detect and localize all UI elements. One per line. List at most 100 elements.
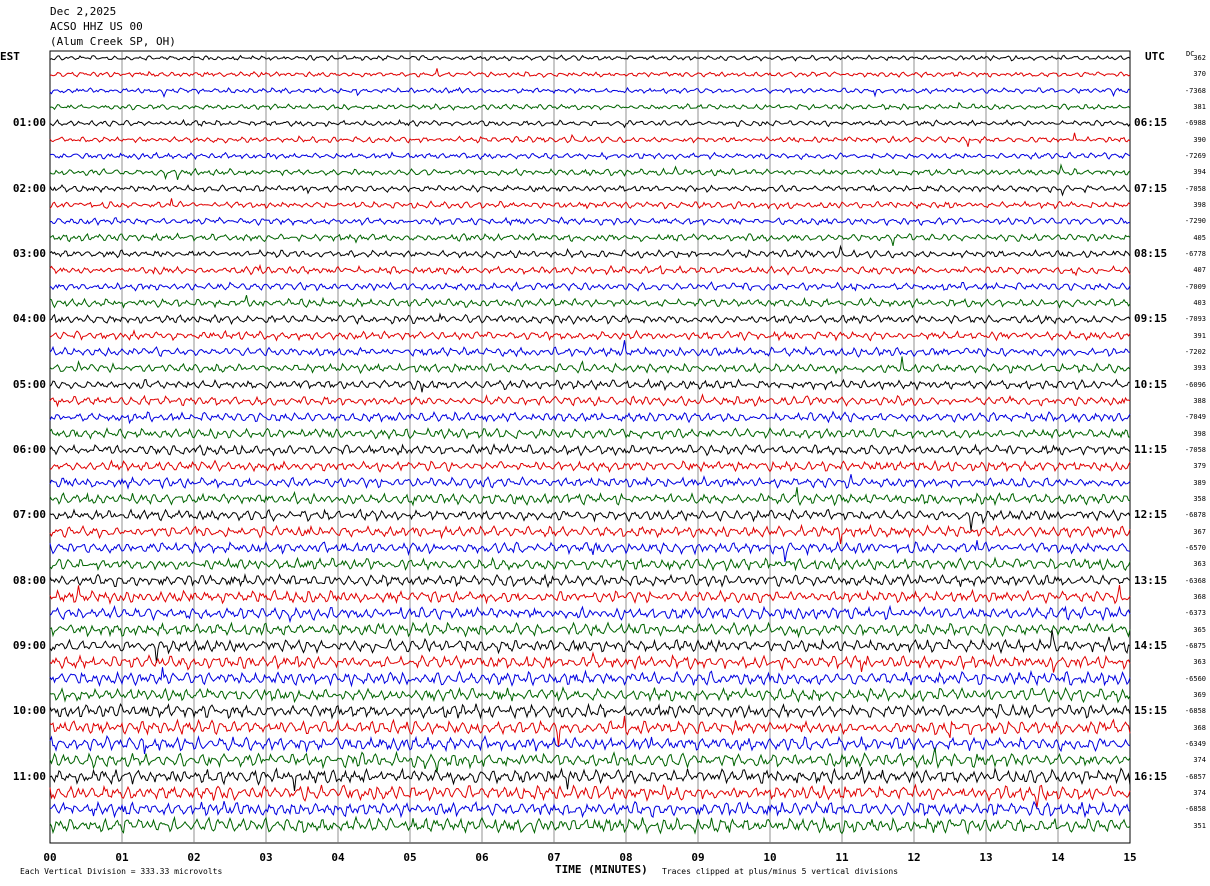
dc-value: 381 — [1193, 102, 1206, 111]
x-tick-label: 06 — [475, 851, 489, 864]
dc-value: 398 — [1193, 200, 1206, 209]
seismic-trace — [49, 459, 1131, 473]
dc-value: 379 — [1193, 462, 1206, 471]
seismic-trace — [49, 783, 1131, 808]
x-tick-label: 05 — [403, 851, 417, 864]
seismic-trace — [49, 604, 1131, 624]
dc-value: 368 — [1193, 592, 1206, 601]
dc-value: -7058 — [1184, 184, 1206, 193]
right-time-label: 13:15 — [1134, 573, 1168, 587]
plot-frame — [49, 50, 1131, 844]
x-tick-label: 04 — [331, 851, 345, 864]
dc-value: -7049 — [1184, 413, 1206, 422]
seismic-trace — [49, 163, 1131, 181]
dc-value: 374 — [1193, 788, 1206, 797]
seismic-trace — [49, 629, 1131, 664]
seismic-trace — [49, 800, 1131, 819]
right-time-label: 08:15 — [1134, 246, 1168, 260]
x-tick-label: 11 — [835, 851, 849, 864]
dc-value: 390 — [1193, 135, 1206, 144]
seismic-trace — [49, 151, 1131, 161]
right-time-label: 16:15 — [1134, 769, 1168, 783]
seismic-trace — [49, 378, 1131, 393]
dc-value: 374 — [1193, 756, 1206, 765]
x-tick-label: 00 — [43, 851, 57, 864]
seismic-trace — [49, 815, 1131, 836]
seismic-trace — [49, 232, 1131, 247]
x-tick-label: 12 — [907, 851, 921, 864]
seismic-trace — [49, 329, 1131, 342]
footer-clip-note: Traces clipped at plus/minus 5 vertical … — [662, 867, 899, 876]
x-tick-label: 03 — [259, 851, 273, 864]
seismic-trace — [49, 734, 1131, 755]
dc-value: 368 — [1193, 723, 1206, 732]
dc-value: -6857 — [1184, 772, 1206, 781]
seismic-trace — [49, 487, 1131, 507]
seismic-trace — [49, 585, 1131, 605]
seismic-trace — [49, 132, 1131, 147]
seismic-trace — [49, 443, 1131, 457]
seismic-trace — [49, 715, 1131, 747]
right-time-label: 14:15 — [1134, 638, 1168, 652]
dc-value: 351 — [1193, 821, 1206, 830]
dc-value: 407 — [1193, 266, 1206, 275]
seismic-trace — [49, 312, 1131, 325]
x-tick-label: 09 — [691, 851, 705, 864]
x-tick-label: 08 — [619, 851, 633, 864]
dc-value: 398 — [1193, 429, 1206, 438]
dc-value: 363 — [1193, 560, 1206, 569]
dc-value: 358 — [1193, 494, 1206, 503]
tz-right-label: UTC — [1145, 50, 1165, 63]
dc-value: 365 — [1193, 625, 1206, 634]
dc-value: 389 — [1193, 478, 1206, 487]
right-time-label: 12:15 — [1134, 508, 1168, 522]
seismic-trace — [49, 667, 1131, 688]
seismic-trace — [49, 216, 1131, 227]
seismic-trace — [49, 651, 1131, 673]
x-tick-label: 01 — [115, 851, 129, 864]
left-time-label: 10:00 — [12, 704, 46, 718]
seismic-trace — [49, 702, 1131, 720]
seismic-trace — [49, 356, 1131, 375]
left-time-label: 06:00 — [12, 442, 46, 456]
seismic-trace — [49, 747, 1131, 773]
dc-value: 369 — [1193, 690, 1206, 699]
left-time-label: 02:00 — [12, 181, 46, 195]
dc-header: DC — [1186, 50, 1195, 58]
right-time-label: 07:15 — [1134, 181, 1168, 195]
x-tick-label: 13 — [979, 851, 993, 864]
dc-value: 405 — [1193, 233, 1206, 242]
seismic-trace — [49, 340, 1131, 358]
dc-value: 367 — [1193, 527, 1206, 536]
right-time-label: 10:15 — [1134, 377, 1168, 391]
seismic-trace — [49, 427, 1131, 441]
header-station: ACSO HHZ US 00 — [50, 20, 143, 33]
dc-value: -7269 — [1184, 151, 1206, 160]
dc-value: -6875 — [1184, 641, 1206, 650]
seismic-trace — [49, 393, 1131, 408]
seismic-trace — [49, 540, 1131, 563]
x-tick-label: 02 — [187, 851, 201, 864]
dc-value: -6373 — [1184, 609, 1206, 618]
seismic-trace — [49, 766, 1131, 791]
dc-value: -6368 — [1184, 576, 1206, 585]
left-time-label: 04:00 — [12, 312, 46, 326]
dc-value: -7368 — [1184, 86, 1206, 95]
dc-value: -6878 — [1184, 511, 1206, 520]
seismic-trace — [50, 68, 1131, 78]
x-tick-label: 14 — [1051, 851, 1065, 864]
header-location: (Alum Creek SP, OH) — [50, 35, 176, 48]
left-time-label: 08:00 — [12, 573, 46, 587]
dc-value: -7093 — [1184, 315, 1206, 324]
dc-value: -6858 — [1184, 707, 1206, 716]
dc-value: -6096 — [1184, 380, 1206, 389]
x-tick-label: 07 — [547, 851, 561, 864]
dc-value: 391 — [1193, 331, 1206, 340]
seismic-trace — [49, 198, 1131, 210]
seismic-trace — [49, 410, 1131, 425]
left-time-label: 05:00 — [12, 377, 46, 391]
seismic-trace — [49, 573, 1131, 589]
x-tick-label: 10 — [763, 851, 777, 864]
seismic-trace — [49, 281, 1131, 292]
seismic-trace — [49, 556, 1131, 572]
